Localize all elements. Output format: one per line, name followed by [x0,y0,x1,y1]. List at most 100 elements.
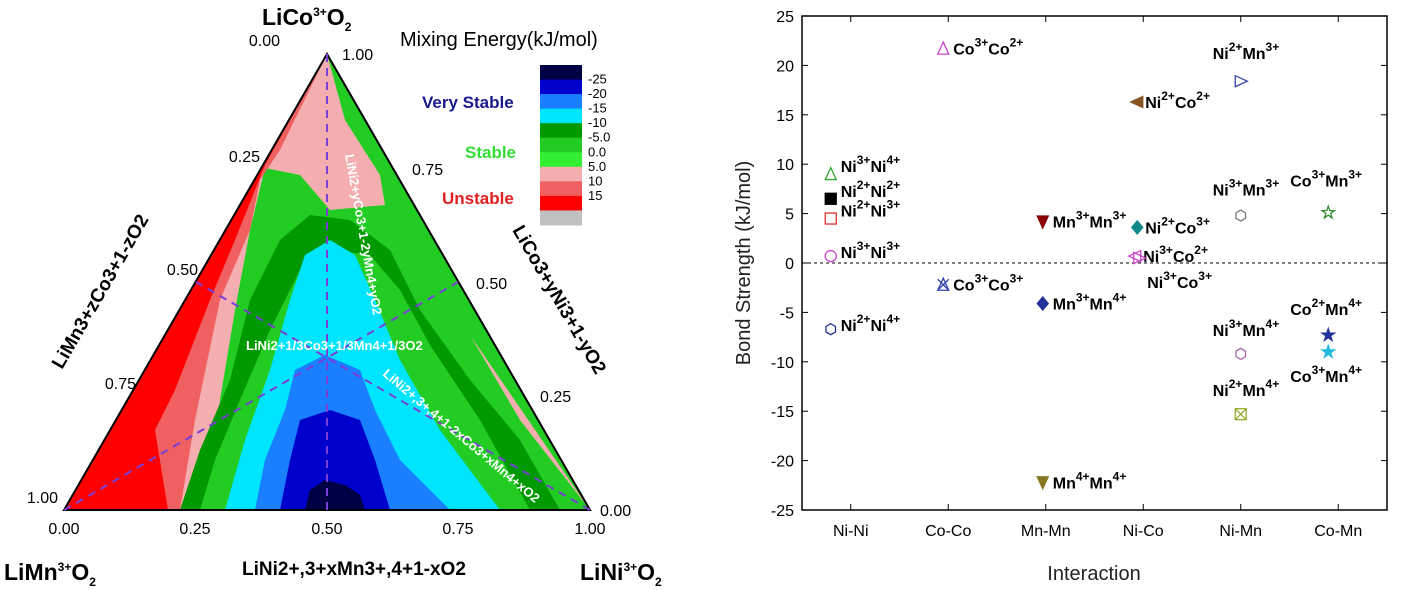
right-axis-ticks: 1.00 0.75 0.50 0.25 0.00 [342,47,631,520]
right-tick: 0.25 [540,389,571,406]
legend-swatch [540,210,582,226]
right-tick: 0.50 [476,276,507,293]
corner-top: LiCo3+O2 [262,4,352,34]
legend-swatch [540,79,582,95]
x-tick-label: Ni-Mn [1219,523,1262,540]
data-label: Co2+Mn4+ [1290,296,1362,319]
legend-colorbar [540,65,582,226]
y-axis-title: Bond Strength (kJ/mol) [733,161,755,366]
data-label: Ni3+Mn3+ [1213,177,1279,200]
very-stable-label: Very Stable [422,93,514,112]
data-point-square [824,192,837,205]
legend-level: -20 [588,86,607,101]
bottom-tick: 0.00 [48,521,79,538]
legend-level: -10 [588,115,607,130]
left-tick: 0.50 [167,262,198,279]
legend-swatch [540,152,582,168]
legend-swatch [540,137,582,153]
region-blue [280,410,390,510]
x-axis-title: Interaction [1047,563,1140,585]
left-tick: 0.25 [229,149,260,166]
legend-level: -25 [588,72,607,87]
data-label: Ni3+Co2+ [1143,243,1208,266]
x-tick-label: Ni-Co [1123,523,1164,540]
left-axis-ticks: 0.00 0.25 0.50 0.75 1.00 [27,33,280,507]
data-label: Ni3+Mn4+ [1213,317,1279,340]
y-axis-ticks: -25 -20 -15 -10 -5 0 5 10 15 20 25 [771,9,1387,520]
y-tick-label: -10 [771,355,794,372]
bottom-tick: 0.25 [179,521,210,538]
data-point-diamond [1130,219,1144,235]
y-tick-label: 5 [785,207,794,224]
legend-swatch [540,181,582,197]
y-tick-label: 10 [776,157,794,174]
data-point-triangle-right [1234,74,1249,88]
data-point-star [1320,343,1337,359]
legend-swatch [540,166,582,182]
y-tick-label: 15 [776,108,794,125]
legend-swatch [540,123,582,139]
data-point-square [824,212,837,225]
stable-label: Stable [465,143,516,162]
left-tick: 0.75 [105,376,136,393]
data-label: Ni2+Ni4+ [841,312,900,335]
y-tick-label: -5 [780,305,794,322]
data-point-triangle-up [824,166,838,181]
y-tick-label: -20 [771,454,794,471]
data-label: Ni2+Ni3+ [841,198,900,221]
plot-frame [801,15,1388,511]
x-tick-label: Co-Mn [1314,523,1362,540]
data-point-circle [824,249,837,263]
data-label: Co3+Co2+ [953,36,1023,59]
data-point-diamond [1036,296,1050,312]
legend-swatch [540,108,582,124]
data-label: Ni2+Mn4+ [1213,377,1279,400]
legend-swatch [540,94,582,110]
data-point-hexagon [825,322,837,336]
dashed-line-from-right [195,281,591,511]
data-point-star [1320,203,1337,220]
x-tick-label: Co-Co [925,523,971,540]
x-tick-label: Mn-Mn [1021,523,1071,540]
data-label: Ni3+Ni4+ [841,153,900,176]
data-point-triangle-left [1129,95,1144,109]
y-tick-label: -25 [771,503,794,520]
data-label: Co3+Co3+ [953,272,1023,295]
x-axis-ticks: Ni-Ni Co-Co Mn-Mn Ni-Co Ni-Mn Co-Mn [833,16,1362,540]
bottom-tick: 1.00 [574,521,605,538]
legend-level: 10 [588,173,602,188]
data-point-triangle-left [1127,249,1142,263]
data-label: Ni3+Ni3+ [841,239,900,262]
legend-level: 15 [588,188,602,203]
region-navy [305,480,365,510]
bottom-axis-ticks: 0.00 0.25 0.50 0.75 1.00 [48,521,605,538]
data-label: Mn4+Mn4+ [1053,469,1127,492]
y-tick-label: 20 [776,58,794,75]
y-tick-label: 0 [785,256,794,273]
data-label: Mn3+Mn4+ [1053,291,1127,314]
data-point-hexagon [1235,209,1247,222]
right-tick: 1.00 [342,47,373,64]
unstable-label: Unstable [442,189,514,208]
data-label: Ni2+Co2+ [1145,89,1210,112]
data-point-square-x [1234,408,1247,421]
legend-swatch [540,195,582,211]
left-tick: 1.00 [27,490,58,507]
right-tick: 0.75 [412,162,443,179]
y-tick-label: 25 [776,9,794,26]
legend-title: Mixing Energy(kJ/mol) [400,29,598,51]
legend-level: -5.0 [588,130,610,145]
data-label: Ni2+Mn3+ [1213,40,1279,63]
data-label: Co3+Mn3+ [1290,168,1362,191]
data-point-triangle-down [1036,476,1050,491]
data-label: Ni2+Co3+ [1145,214,1210,237]
y-tick-label: -15 [771,404,794,421]
region-pink-right [470,335,590,510]
data-label: Mn3+Mn3+ [1053,209,1127,232]
bottom-tick: 0.50 [311,521,342,538]
data-point-cross [1234,408,1247,421]
left-axis-label: LiMn3+zCo3+1-zO2 [48,211,153,372]
data-points: Ni3+Ni4+Ni2+Ni2+Ni2+Ni3+ Ni3+Ni3+ Ni2+Ni4+… [824,36,1362,492]
legend-swatch [540,65,582,81]
dashed-guides [63,54,591,511]
